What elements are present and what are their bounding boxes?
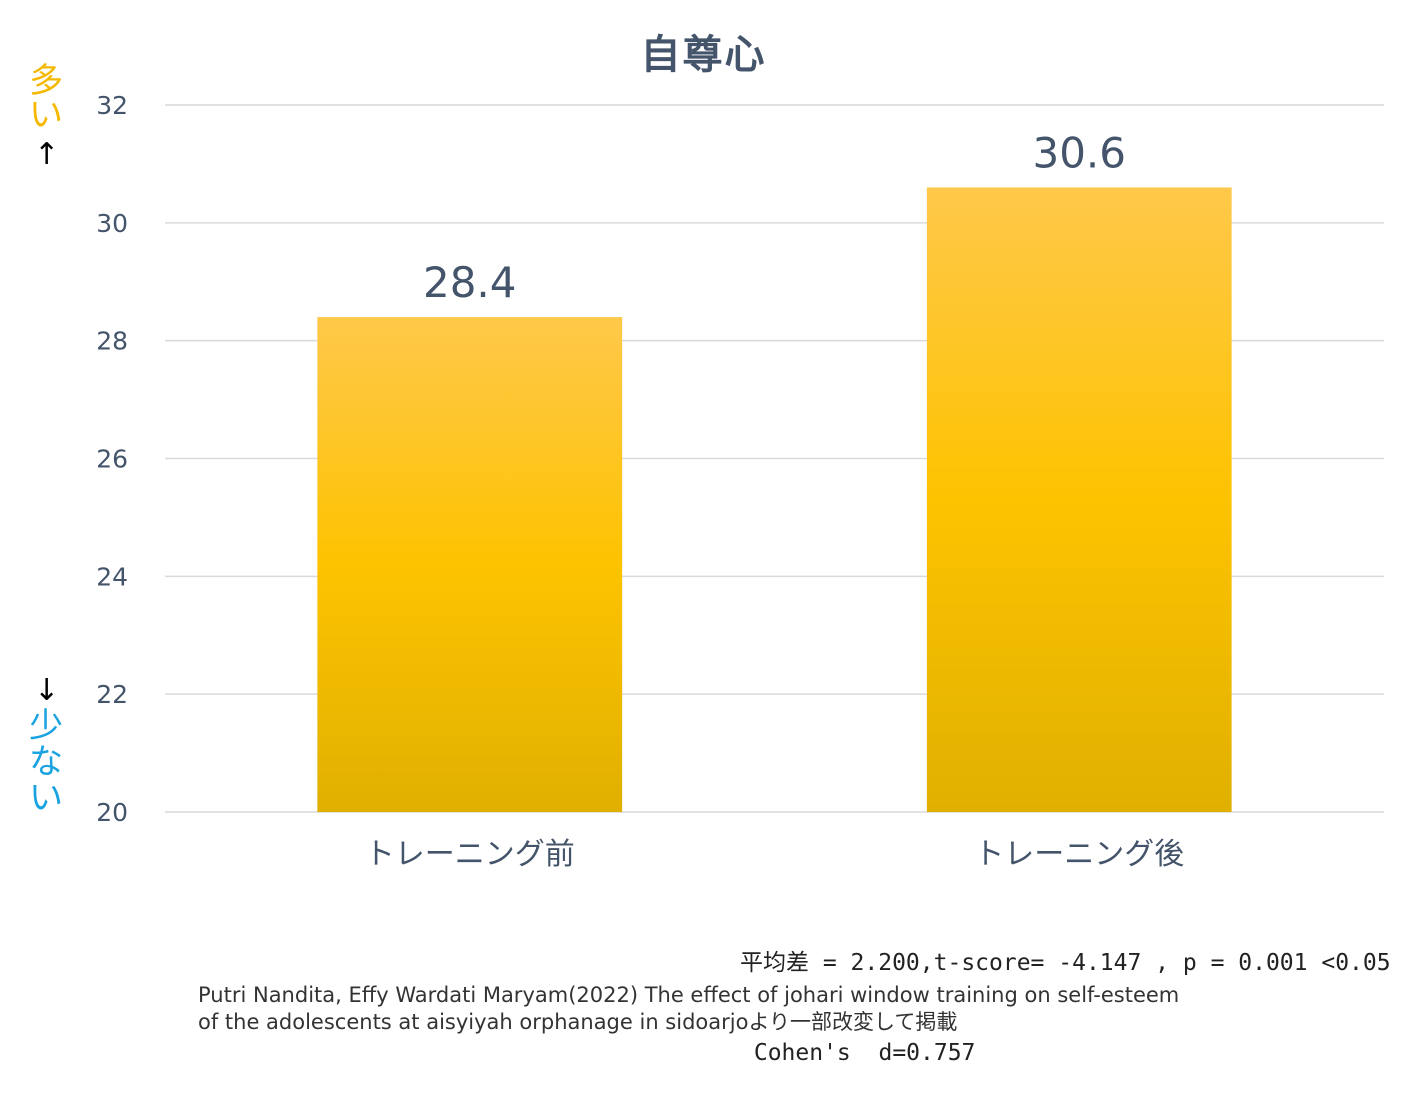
less-indicator-text: 少ない	[29, 706, 63, 818]
down-arrow-icon: ↓	[34, 673, 60, 708]
bars	[317, 187, 1232, 812]
stats-line-1: 平均差 = 2.200,t-score= -4.147 , p = 0.001 …	[740, 950, 1391, 976]
y-tick-label: 30	[96, 209, 128, 238]
citation-line-1: Putri Nandita, Effy Wardati Maryam(2022)…	[198, 983, 1180, 1007]
y-tick-label: 26	[96, 445, 128, 474]
bar-chart: 20 22 24 26 28 30 32 28.4 トレーニング前 30.6 トレーニング後	[96, 91, 1384, 872]
citation-line-2: of the adolescents at aisyiyah orphanage…	[198, 1010, 958, 1034]
stats-line-2: Cohen's d=0.757	[740, 1040, 976, 1066]
y-tick-label: 22	[96, 680, 128, 709]
more-indicator-text: 多い	[29, 61, 63, 135]
citation: Putri Nandita, Effy Wardati Maryam(2022)…	[198, 982, 1179, 1036]
more-indicator-label: 多い	[26, 64, 66, 132]
chart-title: 自尊心	[640, 32, 767, 78]
bar-value-label: 28.4	[423, 258, 517, 307]
less-indicator-label: 少ない	[26, 708, 66, 816]
up-arrow-icon: ↑	[34, 137, 60, 172]
labels: 20 22 24 26 28 30 32 28.4 トレーニング前 30.6 トレーニング後	[96, 91, 1184, 872]
y-tick-label: 32	[96, 91, 128, 120]
bar-value-label: 30.6	[1032, 128, 1126, 177]
y-tick-label: 20	[96, 798, 128, 827]
x-category-label: トレーニング前	[365, 837, 575, 872]
y-tick-label: 24	[96, 562, 128, 591]
x-category-label: トレーニング後	[974, 837, 1184, 872]
y-tick-label: 28	[96, 327, 128, 356]
bar	[926, 187, 1232, 812]
bar	[317, 317, 623, 812]
